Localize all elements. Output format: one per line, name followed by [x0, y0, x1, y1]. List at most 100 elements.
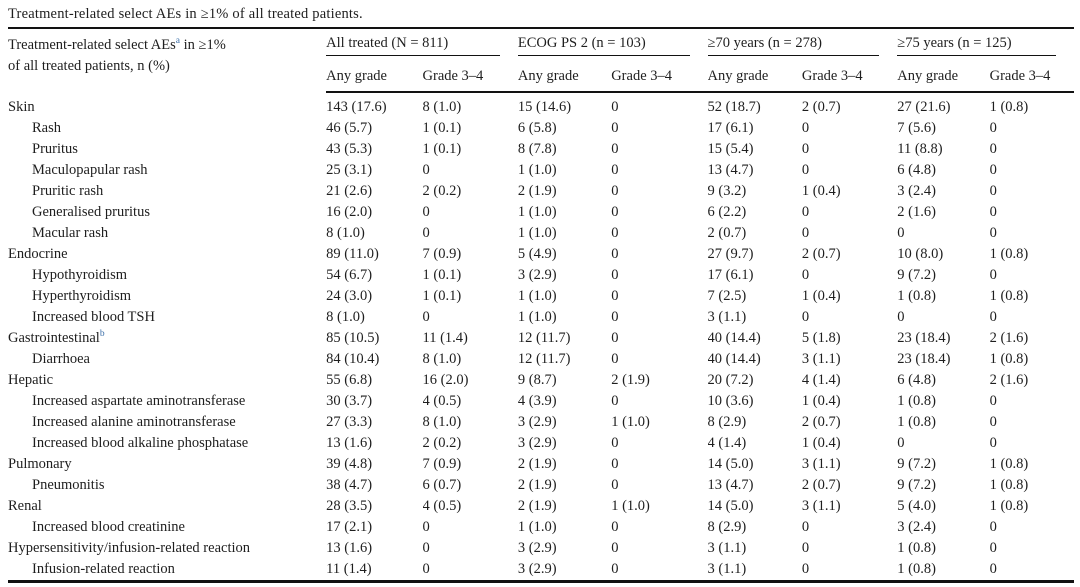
value-cell: 28 (3.5) [326, 498, 373, 514]
table-row: Increased alanine aminotransferase 27 (3.… [8, 412, 1074, 433]
value-cell: 84 (10.4) [326, 351, 380, 367]
table-row: Pruritus 43 (5.3) 1 (0.1) 8 (7.8) 0 15 (5.4) 0… [8, 139, 1074, 160]
value-cell: 0 [611, 519, 619, 535]
value-cell: 1 (0.8) [897, 414, 936, 430]
value-cell: 1 (1.0) [517, 309, 557, 325]
value-cell: 1 (0.4) [801, 393, 841, 409]
value-cell: 4 (0.5) [422, 393, 462, 409]
table-row: Maculopapular rash 25 (3.1) 0 1 (1.0) 0 13 (4… [8, 160, 1074, 181]
value-cell: 2 (1.9) [517, 498, 557, 514]
table-row: Macular rash 8 (1.0) 0 1 (1.0) 0 2 (0.7) 0 0 0 [8, 223, 1074, 244]
value-cell: 2 (0.7) [801, 246, 841, 262]
value-cell: 23 (18.4) [897, 330, 951, 346]
subheader-grade-3-4: Grade 3–4 [801, 63, 898, 93]
ae-label: Increased alanine aminotransferase [32, 414, 236, 430]
ae-label: Pruritic rash [32, 183, 104, 199]
table-row: Pulmonary 39 (4.8) 7 (0.9) 2 (1.9) 0 14 (5.0)… [8, 454, 1074, 475]
table-row: Increased blood creatinine 17 (2.1) 0 1 (1.… [8, 517, 1074, 538]
value-cell: 27 (21.6) [897, 99, 951, 115]
value-cell: 17 (6.1) [707, 267, 754, 283]
value-cell: 0 [801, 519, 810, 535]
row-header-line1: Treatment-related select AEsa in ≥1% [8, 36, 226, 53]
value-cell: 1 (0.8) [897, 540, 936, 556]
value-cell: 2 (1.9) [611, 372, 650, 388]
value-cell: 0 [422, 225, 430, 241]
value-cell: 0 [801, 267, 810, 283]
value-cell: 5 (1.8) [801, 330, 841, 346]
ae-label: Pneumonitis [32, 477, 105, 493]
table-row: Pruritic rash 21 (2.6) 2 (0.2) 2 (1.9) 0 9 (3… [8, 181, 1074, 202]
value-cell: 8 (7.8) [517, 141, 557, 157]
value-cell: 1 (0.1) [422, 267, 462, 283]
value-cell: 0 [611, 267, 619, 283]
subheader-row: Any grade Grade 3–4 Any grade Grade 3–4 … [8, 63, 1074, 93]
value-cell: 0 [989, 183, 997, 199]
value-cell: 0 [989, 435, 997, 451]
value-cell: 2 (0.7) [801, 477, 841, 493]
table-row: Renal 28 (3.5) 4 (0.5) 2 (1.9) 1 (1.0) 14 (5.… [8, 496, 1074, 517]
value-cell: 0 [611, 204, 619, 220]
value-cell: 15 (14.6) [517, 99, 572, 115]
value-cell: 0 [897, 225, 905, 241]
ae-label: Pruritus [32, 141, 78, 157]
value-cell: 8 (1.0) [326, 225, 365, 241]
value-cell: 0 [611, 120, 619, 136]
value-cell: 2 (1.9) [517, 456, 557, 472]
value-cell: 0 [897, 309, 905, 325]
value-cell: 11 (1.4) [326, 561, 372, 577]
value-cell: 0 [801, 540, 810, 556]
value-cell: 46 (5.7) [326, 120, 373, 136]
value-cell: 1 (0.1) [422, 120, 462, 136]
subheader-any-grade: Any grade [897, 63, 990, 93]
value-cell: 9 (8.7) [517, 372, 557, 388]
group-header-ge75: ≥75 years (n = 125) [897, 28, 1074, 63]
subheader-any-grade: Any grade [517, 63, 612, 93]
value-cell: 7 (0.9) [422, 246, 462, 262]
table-row: Skin 143 (17.6) 8 (1.0) 15 (14.6) 0 52 (18.7)… [8, 92, 1074, 118]
value-cell: 3 (2.9) [517, 435, 557, 451]
value-cell: 0 [611, 162, 619, 178]
subheader-any-grade: Any grade [326, 63, 423, 93]
value-cell: 13 (4.7) [707, 162, 754, 178]
value-cell: 8 (1.0) [422, 414, 462, 430]
table-row: Pneumonitis 38 (4.7) 6 (0.7) 2 (1.9) 0 13 (4.… [8, 475, 1074, 496]
value-cell: 9 (7.2) [897, 267, 936, 283]
value-cell: 2 (0.7) [801, 414, 841, 430]
ae-label: Infusion-related reaction [32, 561, 175, 577]
ae-label: Rash [32, 120, 61, 136]
value-cell: 13 (4.7) [707, 477, 754, 493]
value-cell: 85 (10.5) [326, 330, 380, 346]
value-cell: 0 [989, 540, 997, 556]
value-cell: 1 (0.8) [989, 99, 1029, 115]
value-cell: 143 (17.6) [326, 99, 387, 115]
value-cell: 2 (1.6) [897, 204, 936, 220]
footnote-marker-a: a [175, 36, 180, 47]
ae-label: Endocrine [8, 246, 68, 262]
value-cell: 27 (9.7) [707, 246, 754, 262]
value-cell: 4 (1.4) [707, 435, 747, 451]
value-cell: 1 (0.8) [989, 456, 1029, 472]
value-cell: 0 [611, 225, 619, 241]
value-cell: 10 (8.0) [897, 246, 944, 262]
value-cell: 5 (4.0) [897, 498, 936, 514]
value-cell: 24 (3.0) [326, 288, 373, 304]
value-cell: 0 [611, 456, 619, 472]
value-cell: 3 (1.1) [707, 561, 747, 577]
value-cell: 4 (1.4) [801, 372, 841, 388]
value-cell: 0 [801, 120, 810, 136]
value-cell: 3 (2.9) [517, 540, 557, 556]
value-cell: 38 (4.7) [326, 477, 373, 493]
value-cell: 0 [611, 99, 619, 115]
ae-label: Diarrhoea [32, 351, 90, 367]
value-cell: 30 (3.7) [326, 393, 373, 409]
ae-label: Increased blood alkaline phosphatase [32, 435, 249, 451]
value-cell: 89 (11.0) [326, 246, 379, 262]
value-cell: 4 (3.9) [517, 393, 557, 409]
ae-label: Increased blood creatinine [32, 519, 185, 535]
value-cell: 3 (1.1) [801, 351, 841, 367]
group-header-ecog: ECOG PS 2 (n = 103) [517, 28, 708, 63]
table-row: Increased blood alkaline phosphatase 13 (… [8, 433, 1074, 454]
ae-label: Hepatic [8, 372, 54, 388]
value-cell: 1 (0.8) [989, 288, 1029, 304]
